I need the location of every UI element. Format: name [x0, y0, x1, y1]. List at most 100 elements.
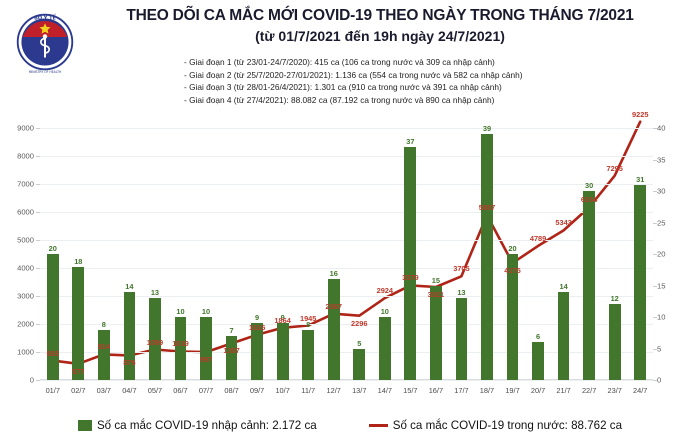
legend-item-domestic[interactable]: Số ca mắc COVID-19 trong nước: 88.762 ca — [368, 419, 622, 432]
bar[interactable] — [634, 184, 647, 380]
bar[interactable] — [225, 335, 238, 380]
bar[interactable] — [378, 317, 391, 380]
line-value-label: 693 — [46, 348, 59, 358]
x-axis-tick: 10/7 — [275, 386, 290, 395]
gridline — [40, 128, 653, 129]
bar[interactable] — [276, 323, 289, 380]
line-value-label: 6164 — [580, 195, 598, 205]
line-value-label: 4789 — [529, 233, 547, 243]
line-value-label: 876 — [123, 358, 136, 368]
y-axis-right-tick: 10 — [657, 312, 666, 322]
legend-label-imported: Số ca mắc COVID-19 nhập cảnh: 2.172 ca — [96, 419, 317, 432]
bar-value-label: 20 — [48, 244, 57, 253]
bar-value-label: 13 — [150, 288, 160, 298]
line-value-label: 2924 — [376, 286, 394, 296]
x-axis-tick: 01/7 — [45, 386, 60, 395]
line-value-label: 577 — [72, 366, 85, 376]
legend-line-swatch-icon — [368, 424, 388, 427]
bar[interactable] — [430, 285, 442, 380]
legend-bar-swatch-icon — [77, 420, 92, 431]
bar[interactable] — [404, 146, 417, 380]
x-axis-tick: 21/7 — [556, 386, 571, 395]
y-axis-left-tick-mark — [36, 380, 40, 381]
line-value-label: 1945 — [299, 313, 317, 323]
bar[interactable] — [481, 134, 493, 380]
bar[interactable] — [608, 304, 621, 380]
svg-text:BỘ Y TẾ: BỘ Y TẾ — [34, 14, 56, 22]
bar[interactable] — [46, 254, 59, 380]
y-axis-left-tick: 6000 — [17, 207, 34, 217]
y-axis-left-tick-mark — [36, 268, 40, 269]
bar-value-label: 8 — [101, 319, 106, 329]
bar[interactable] — [455, 298, 468, 380]
line-value-label: 3379 — [402, 273, 419, 283]
x-axis-tick: 07/7 — [198, 386, 214, 395]
bar[interactable] — [353, 348, 366, 380]
bar[interactable] — [97, 329, 110, 380]
bar-value-label: 10 — [176, 307, 185, 316]
y-axis-left-tick-mark — [36, 296, 40, 297]
bar[interactable] — [302, 329, 315, 380]
x-axis-tick: 14/7 — [377, 386, 393, 395]
bar-value-label: 15 — [431, 275, 441, 285]
line-value-label: 9225 — [631, 109, 649, 119]
y-axis-left-tick: 1000 — [17, 347, 34, 357]
bar-value-label: 9 — [255, 313, 260, 323]
y-axis-left-tick: 5000 — [17, 235, 34, 245]
y-axis-left-tick: 0 — [29, 375, 34, 385]
line-value-label: 914 — [97, 342, 111, 352]
phase-item: - Giai đoạn 4 (từ 27/4/2021): 88.082 ca … — [184, 94, 495, 105]
y-axis-left-tick-mark — [36, 352, 40, 353]
x-axis-tick: 03/7 — [96, 386, 112, 395]
bar[interactable] — [174, 317, 187, 380]
phase-summary-list: - Giai đoạn 1 (từ 23/01-24/7/2020): 415 … — [184, 56, 694, 106]
x-axis-tick: 24/7 — [633, 386, 648, 395]
y-axis-right-tick-mark — [653, 285, 657, 287]
legend-item-imported[interactable]: Số ca mắc COVID-19 nhập cảnh: 2.172 ca — [77, 419, 317, 432]
page-title: THEO DÕI CA MẮC MỚI COVID-19 THEO NGÀY T… — [126, 7, 634, 24]
phase-item: - Giai đoạn 2 (từ 25/7/2020-27/01/2021):… — [184, 69, 523, 80]
line-value-label: 3321 — [427, 290, 445, 299]
gridline — [40, 212, 653, 213]
bar-value-label: 18 — [74, 256, 83, 266]
y-axis-right-tick-mark — [653, 254, 657, 255]
bar[interactable] — [251, 323, 263, 380]
y-axis-left-tick-mark — [36, 184, 40, 185]
bar[interactable] — [123, 291, 136, 380]
domestic-cases-line[interactable] — [51, 120, 642, 366]
bar[interactable] — [506, 254, 519, 380]
y-axis-right-tick: 30 — [657, 186, 666, 196]
x-axis-tick: 11/7 — [301, 386, 316, 395]
gridline — [40, 184, 653, 185]
bar-value-label: 6 — [536, 332, 541, 342]
y-axis-right-tick: 15 — [657, 281, 666, 290]
y-axis-left-tick: 8000 — [17, 151, 34, 161]
line-value-label: 1089 — [146, 337, 164, 347]
title-block: THEO DÕI CA MẮC MỚI COVID-19 THEO NGÀY T… — [80, 6, 680, 46]
x-axis-tick: 09/7 — [249, 386, 265, 395]
y-axis-left-tick-mark — [36, 324, 40, 325]
y-axis-right-tick: 20 — [657, 249, 666, 259]
bar-value-label: 8 — [306, 319, 311, 329]
bar-value-label: 37 — [406, 136, 415, 146]
y-axis-left-tick-mark — [36, 156, 40, 157]
svg-text:MINISTRY OF HEALTH: MINISTRY OF HEALTH — [29, 70, 62, 74]
x-axis-tick: 15/7 — [403, 386, 418, 395]
bar[interactable] — [200, 317, 212, 380]
ministry-of-health-vietnam-logo: BỘ Y TẾ MINISTRY OF HEALTH — [16, 14, 74, 74]
phase-item: - Giai đoạn 3 (từ 28/01-26/4/2021): 1.30… — [184, 82, 502, 93]
line-value-label: 2367 — [325, 301, 342, 311]
bar[interactable] — [557, 291, 570, 380]
bar[interactable] — [583, 191, 595, 380]
bar[interactable] — [327, 279, 340, 380]
bar[interactable] — [72, 266, 85, 380]
x-axis-tick: 12/7 — [326, 386, 341, 395]
line-value-label: 1019 — [172, 339, 189, 349]
bar[interactable] — [149, 298, 161, 380]
bar-value-label: 20 — [508, 244, 517, 253]
gridline — [40, 352, 653, 353]
x-axis-tick: 08/7 — [224, 386, 239, 395]
y-axis-left-tick-mark — [36, 212, 40, 213]
bar[interactable] — [532, 342, 544, 380]
